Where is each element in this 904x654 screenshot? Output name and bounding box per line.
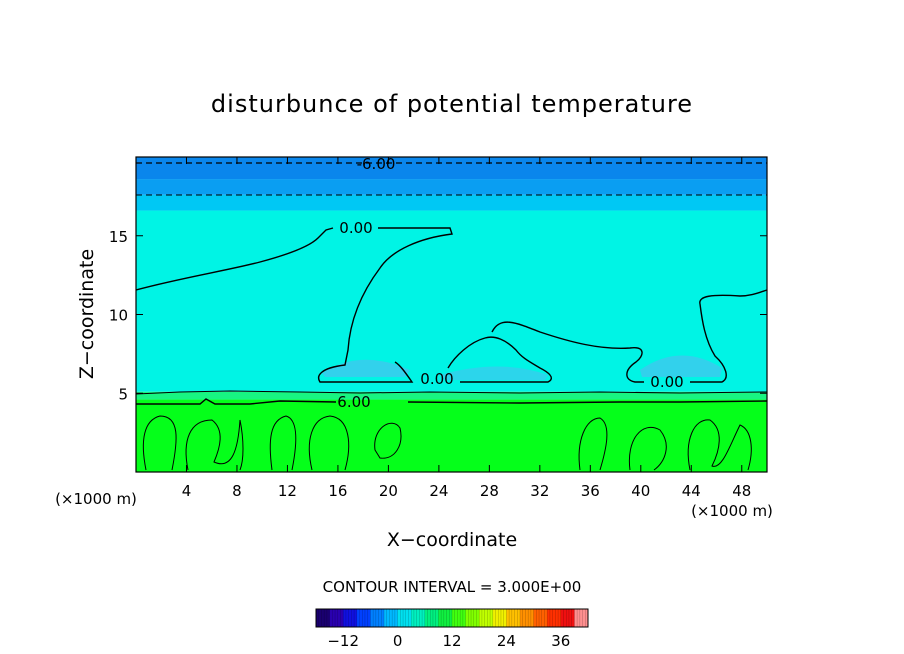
x-tick-label-40: 40: [631, 482, 650, 500]
x-tick-label-32: 32: [530, 482, 549, 500]
x-unit-right: (×1000 m): [691, 502, 773, 520]
x-tick-label-20: 20: [379, 482, 398, 500]
colorbar-swatch-1: [329, 609, 344, 627]
y-ticks: 5 10 15: [109, 228, 767, 403]
plot-area: -6.00 0.00 0.00 0.00 6.00: [136, 155, 767, 472]
colorbar-tick-label-4: 36: [551, 632, 570, 650]
contour-label-six: 6.00: [337, 393, 370, 411]
region-band-1: [136, 391, 767, 400]
contour-zero-middle: [447, 321, 644, 383]
colorbar-swatch-15: [520, 609, 535, 627]
contour-label-zero-right: 0.00: [650, 373, 683, 391]
colorbar-tick-label-3: 24: [497, 632, 516, 650]
colorbar-swatch-9: [438, 609, 453, 627]
colorbar: [316, 609, 589, 627]
colorbar-swatch-8: [424, 609, 439, 627]
colorbar-swatch-0: [316, 609, 331, 627]
colorbar-frame: [315, 608, 589, 628]
contour-lines: [136, 162, 767, 471]
contour-label-zero-mid: 0.00: [420, 370, 453, 388]
colorbar-swatch-17: [547, 609, 562, 627]
x-tick-label-24: 24: [429, 482, 448, 500]
y-axis-label: Z−coordinate: [76, 249, 98, 379]
cold-patch-left: [322, 359, 410, 377]
colorbar-swatch-3: [356, 609, 371, 627]
colorbar-swatch-5: [384, 609, 399, 627]
colorbar-swatch-2: [343, 609, 358, 627]
colorbar-swatch-11: [465, 609, 480, 627]
x-unit-left: (×1000 m): [55, 490, 137, 508]
colorbar-swatch-6: [397, 609, 412, 627]
y-tick-label-15: 15: [109, 228, 128, 246]
contour-zero-tongue: [136, 227, 453, 383]
x-tick-label-12: 12: [278, 482, 297, 500]
contour-cells-bottom: [142, 415, 752, 471]
cyan-patches: [322, 355, 722, 380]
contour-zero-right: [690, 289, 767, 383]
colorbar-swatch-13: [492, 609, 507, 627]
region-band-3: [136, 194, 767, 211]
contour-label-neg6: -6.00: [357, 155, 396, 173]
x-tick-label-4: 4: [182, 482, 192, 500]
x-ticks: 4 8 12 16 20 24 28 32 36 40 44 48: [182, 157, 751, 500]
colorbar-swatch-10: [452, 609, 467, 627]
colorbar-tick-labels: −12 0 12 24 36: [327, 632, 570, 650]
colorbar-tick-label-1: 0: [393, 632, 403, 650]
x-tick-label-16: 16: [328, 482, 347, 500]
y-tick-label-5: 5: [118, 385, 128, 403]
contour-label-zero-top: 0.00: [339, 219, 372, 237]
contour-six-line: [136, 398, 767, 405]
colorbar-swatch-7: [411, 609, 426, 627]
x-tick-label-48: 48: [732, 482, 751, 500]
region-band-4: [136, 179, 767, 195]
contour-low-level: [136, 390, 767, 395]
region-band-5: [136, 157, 767, 180]
cold-patch-middle: [440, 366, 548, 380]
colorbar-tick-label-0: −12: [327, 632, 359, 650]
colorbar-swatch-18: [560, 609, 575, 627]
y-tick-label-10: 10: [109, 307, 128, 325]
region-band-0: [136, 399, 767, 472]
colorbar-swatch-12: [479, 609, 494, 627]
colorbar-swatch-14: [506, 609, 521, 627]
chart-title: disturbunce of potential temperature: [211, 90, 693, 118]
color-fill-regions: [136, 157, 767, 472]
x-axis-label: X−coordinate: [387, 529, 517, 551]
x-tick-label-36: 36: [581, 482, 600, 500]
colorbar-tick-label-2: 12: [442, 632, 461, 650]
x-tick-label-44: 44: [682, 482, 701, 500]
contour-interval-label: CONTOUR INTERVAL = 3.000E+00: [323, 578, 582, 596]
colorbar-swatch-19: [574, 609, 589, 627]
colorbar-swatch-16: [533, 609, 548, 627]
x-tick-label-8: 8: [232, 482, 242, 500]
contour-labels: -6.00 0.00 0.00 0.00 6.00: [337, 155, 683, 411]
cold-patch-right: [640, 355, 722, 377]
colorbar-swatch-4: [370, 609, 385, 627]
x-tick-label-28: 28: [480, 482, 499, 500]
